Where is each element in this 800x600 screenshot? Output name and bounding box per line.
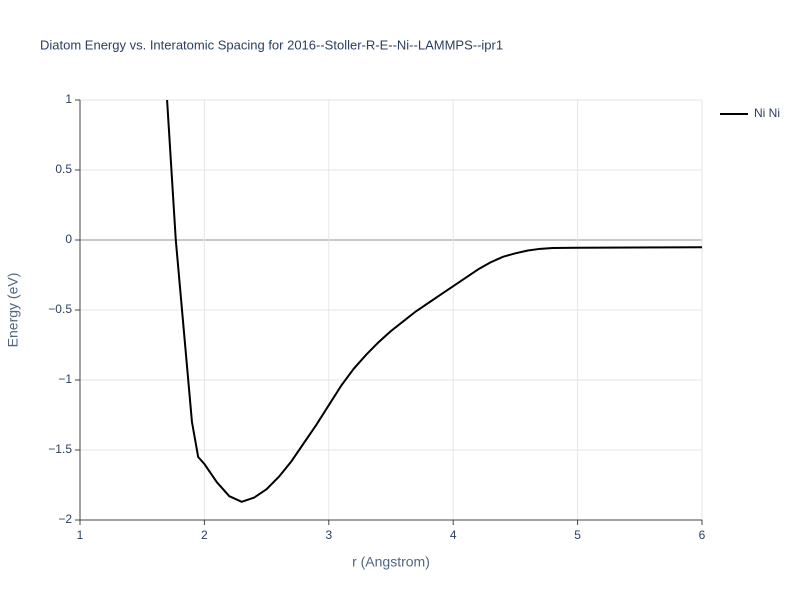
x-tick-label: 3 bbox=[325, 528, 332, 542]
legend-label: Ni Ni bbox=[754, 106, 780, 120]
y-tick-label: 0 bbox=[65, 232, 72, 246]
x-tick-label: 4 bbox=[450, 528, 457, 542]
plot-area bbox=[166, 100, 702, 503]
x-axis-title: r (Angstrom) bbox=[352, 554, 430, 570]
y-tick-label: −2 bbox=[58, 512, 72, 526]
grid bbox=[79, 99, 703, 521]
y-tick-label: 0.5 bbox=[55, 162, 72, 176]
y-axis-title: Energy (eV) bbox=[5, 273, 21, 348]
axes: −2 −1.5 −1 −0.5 0 0.5 1 1 2 3 4 5 6 bbox=[48, 92, 705, 542]
y-tick-label: 1 bbox=[65, 92, 72, 106]
y-tick-label: −1 bbox=[58, 372, 72, 386]
x-tick-label: 6 bbox=[699, 528, 706, 542]
chart-title: Diatom Energy vs. Interatomic Spacing fo… bbox=[40, 37, 503, 52]
line bbox=[166, 100, 702, 503]
x-tick-label: 5 bbox=[574, 528, 581, 542]
x-tick-label: 1 bbox=[77, 528, 84, 542]
x-tick-label: 2 bbox=[201, 528, 208, 542]
y-tick-label: −1.5 bbox=[48, 442, 72, 456]
y-tick-label: −0.5 bbox=[48, 302, 72, 316]
